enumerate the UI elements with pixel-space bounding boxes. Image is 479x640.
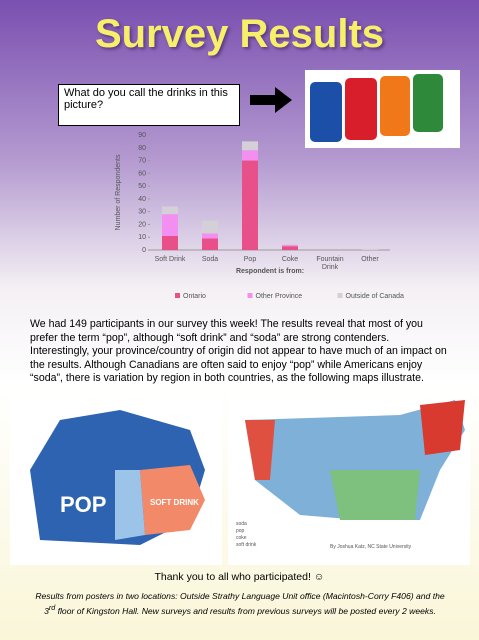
map-legend: soda — [236, 521, 247, 527]
arrow — [250, 87, 292, 113]
y-tick-label: 90 — [138, 132, 146, 139]
question: What do you call the drinks in this pict… — [58, 84, 240, 126]
y-axis-label: Number of Respondents — [115, 154, 122, 230]
map-label: POP — [60, 492, 106, 517]
legend-label: Ontario — [183, 293, 206, 300]
legend-label: Outside of Canada — [346, 293, 404, 300]
title: Survey Results — [94, 12, 385, 56]
bar-segment — [282, 244, 298, 247]
map-legend: coke — [236, 535, 247, 541]
map-left — [10, 395, 222, 565]
bar-segment — [202, 233, 218, 239]
bar-segment — [242, 160, 258, 250]
x-tick-label: Soft Drink — [155, 256, 186, 263]
bar-segment — [202, 220, 218, 234]
x-tick-line: Drink — [322, 264, 339, 271]
x-tick-label: Pop — [244, 256, 257, 263]
footer-text: Results from posters in two locations: O… — [35, 591, 445, 616]
y-tick-label: 0 — [142, 247, 146, 254]
legend-swatch — [175, 293, 180, 298]
map-legend: soft drink — [236, 542, 257, 548]
x-tick-label: Coke — [282, 256, 298, 263]
cans — [305, 70, 460, 148]
x-tick-label: Other — [361, 256, 379, 263]
footer: Results from posters in two locations: O… — [30, 590, 450, 617]
y-tick-label: 20 — [138, 221, 146, 228]
legend-swatch — [337, 293, 343, 298]
bar-segment — [242, 150, 258, 161]
y-tick-label: 30 — [138, 209, 146, 216]
map-credit: By Joshua Katz, NC State University — [330, 544, 412, 550]
bar-segment — [162, 214, 178, 236]
bar-segment — [162, 235, 178, 250]
bar-segment — [282, 243, 298, 245]
bar-segment — [282, 246, 298, 250]
x-tick-line: Fountain — [316, 256, 343, 263]
x-tick-label: Soda — [202, 256, 218, 263]
y-tick-label: 70 — [138, 158, 146, 165]
bar-segment — [362, 248, 378, 250]
footer-sup: rd — [48, 604, 56, 612]
footer-text: floor of Kingston Hall. New surveys and … — [55, 605, 436, 616]
map-label: SOFT DRINK — [150, 498, 199, 507]
x-axis-label: Respondent is from: — [236, 268, 304, 275]
x-tick-label: Fountain Drink — [316, 256, 343, 271]
bar-segment — [162, 206, 178, 215]
map-legend: pop — [236, 528, 245, 534]
legend-swatch — [247, 293, 253, 298]
y-tick-label: 10 — [138, 234, 146, 241]
legend-label: Other Province — [256, 293, 303, 300]
y-tick-label: 40 — [138, 196, 146, 203]
paragraph: We had 149 participants in our survey th… — [30, 318, 447, 384]
bar-segment — [202, 238, 218, 250]
y-tick-label: 80 — [138, 145, 146, 152]
map-right — [228, 395, 470, 565]
y-tick-label: 60 — [138, 170, 146, 177]
y-tick-label: 50 — [138, 183, 146, 190]
bar-segment — [242, 141, 258, 151]
thanks: Thank you to all who participated! ☺ — [154, 571, 325, 583]
